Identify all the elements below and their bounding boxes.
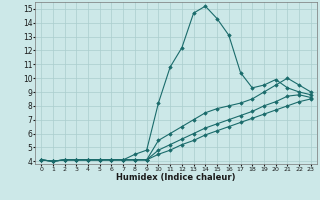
- X-axis label: Humidex (Indice chaleur): Humidex (Indice chaleur): [116, 173, 236, 182]
